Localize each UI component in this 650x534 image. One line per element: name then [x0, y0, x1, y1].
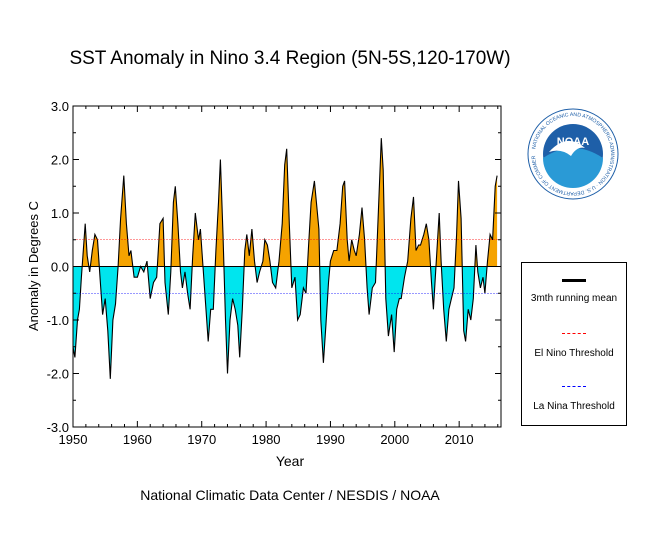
y-tick-label: -2.0 [47, 367, 69, 382]
y-tick-label: 1.0 [51, 206, 69, 221]
legend-line-mean [562, 279, 586, 282]
running-mean-line [73, 138, 498, 379]
footer-credit: National Climatic Data Center / NESDIS /… [140, 487, 440, 503]
positive-anomaly-area [73, 138, 498, 267]
y-tick-label: 2.0 [51, 153, 69, 168]
x-tick-label: 1950 [59, 432, 88, 447]
y-tick-label: -1.0 [47, 313, 69, 328]
y-tick-label: 0.0 [51, 260, 69, 275]
y-tick-label: 3.0 [51, 99, 69, 114]
legend-label-mean: 3mth running mean [530, 293, 618, 304]
x-tick-label: 1960 [123, 432, 152, 447]
legend: 3mth running mean El Nino Threshold La N… [521, 262, 627, 426]
x-tick-label: 1980 [252, 432, 281, 447]
negative-anomaly-area [73, 266, 498, 379]
x-tick-label: 2010 [445, 432, 474, 447]
legend-line-la-nina [562, 386, 586, 387]
legend-label-la-nina: La Nina Threshold [533, 401, 615, 412]
logo-center-text: NOAA [557, 136, 589, 148]
legend-label-el-nino: El Nino Threshold [534, 348, 614, 359]
noaa-seal-icon: NATIONAL OCEANIC AND ATMOSPHERIC ADMINIS… [525, 104, 619, 200]
noaa-logo: NATIONAL OCEANIC AND ATMOSPHERIC ADMINIS… [525, 104, 619, 200]
x-tick-label: 1970 [187, 432, 216, 447]
x-tick-label: 2000 [380, 432, 409, 447]
chart-title: SST Anomaly in Nino 3.4 Region (5N-5S,12… [69, 48, 511, 69]
x-tick-label: 1990 [316, 432, 345, 447]
y-axis-label: Anomaly in Degrees C [26, 201, 41, 331]
x-axis-label: Year [276, 453, 305, 469]
legend-line-el-nino [562, 333, 586, 334]
y-tick-label: -3.0 [47, 420, 69, 435]
